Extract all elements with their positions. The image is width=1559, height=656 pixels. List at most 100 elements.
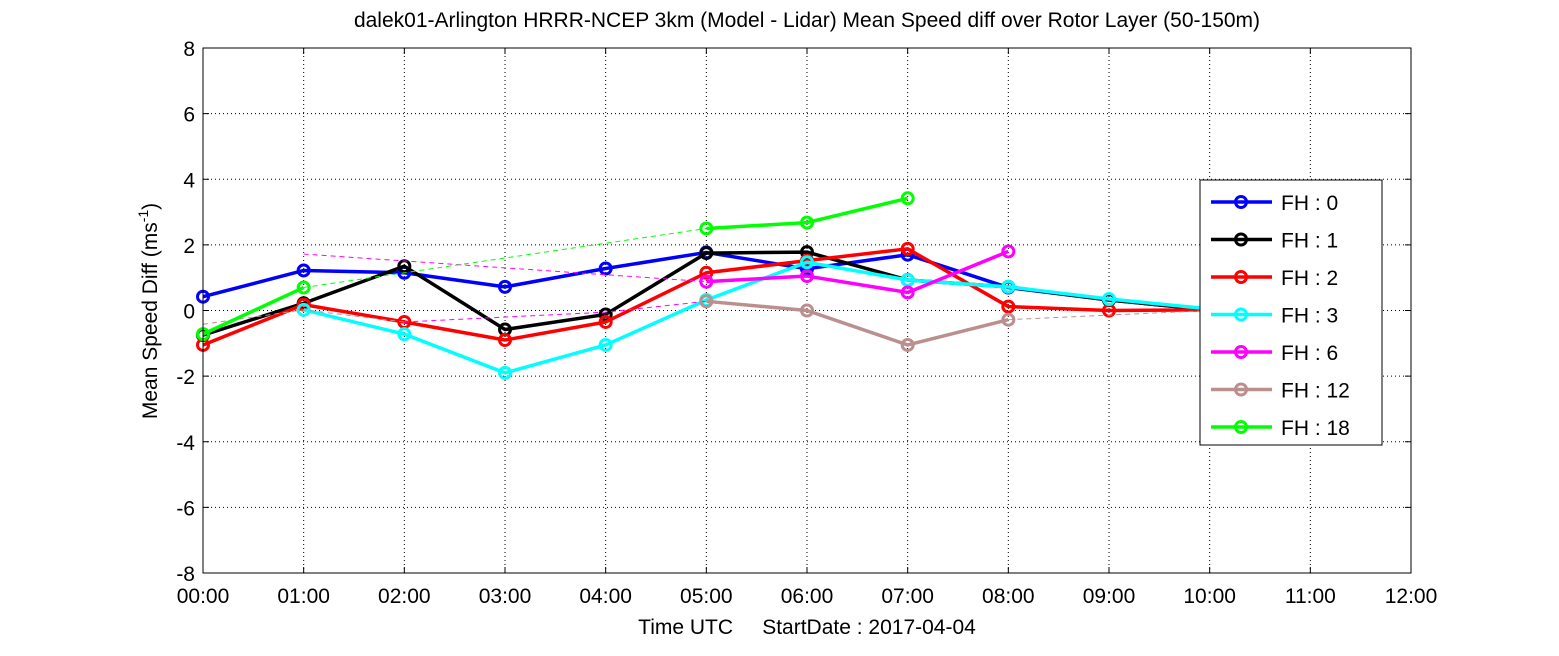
legend-marker xyxy=(1234,345,1248,359)
legend-item: FH : 12 xyxy=(1211,380,1350,403)
series-3 xyxy=(296,255,1217,380)
legend-label: FH : 2 xyxy=(1281,267,1338,290)
data-point-marker xyxy=(598,307,613,322)
data-point-marker xyxy=(296,263,311,278)
legend-item: FH : 3 xyxy=(1211,305,1338,328)
data-point-marker xyxy=(900,241,915,256)
x-tick-labels: 00:00 01:00 02:00 03:00 04:00 05:00 06:00 07:00… xyxy=(177,585,1438,608)
x-tick-label: 10:00 xyxy=(1183,585,1236,608)
legend-label: FH : 12 xyxy=(1281,380,1350,403)
data-point-marker xyxy=(1001,312,1016,327)
legend-label: FH : 1 xyxy=(1281,230,1338,253)
legend-marker xyxy=(1234,420,1248,434)
y-tick-label: 8 xyxy=(183,38,195,61)
x-tick-label: 06:00 xyxy=(781,585,834,608)
data-point-marker xyxy=(800,269,814,284)
y-tick-label: 2 xyxy=(183,235,195,258)
axis-ticks xyxy=(202,47,1412,574)
series-6 xyxy=(196,191,915,342)
data-point-marker xyxy=(296,302,311,317)
y-axis-label-superscript: -1 xyxy=(135,210,151,223)
y-tick-label: -6 xyxy=(176,497,195,520)
data-point-marker xyxy=(1001,299,1016,314)
legend-marker xyxy=(1234,307,1248,322)
data-point-marker xyxy=(498,279,512,294)
data-point-marker xyxy=(800,215,814,230)
legend-marker xyxy=(1234,195,1248,209)
legend-item: FH : 1 xyxy=(1211,230,1338,253)
series-line xyxy=(303,260,1210,375)
x-tick-label: 03:00 xyxy=(479,585,532,608)
x-tick-label: 07:00 xyxy=(881,585,934,608)
y-tick-label: 6 xyxy=(183,104,195,127)
y-tick-label: 0 xyxy=(183,301,195,324)
series-line xyxy=(202,247,1210,347)
x-tick-label: 00:00 xyxy=(177,585,230,608)
series-dashed-line xyxy=(404,300,707,323)
y-tick-label: 4 xyxy=(183,169,195,192)
legend-marker xyxy=(1234,382,1248,397)
y-tick-label: -4 xyxy=(176,432,195,455)
data-point-marker xyxy=(699,274,714,289)
x-tick-label: 09:00 xyxy=(1083,585,1136,608)
data-point-marker xyxy=(498,333,512,348)
chart-title: dalek01-Arlington HRRR-NCEP 3km (Model -… xyxy=(354,9,1260,32)
legend: FH : 0 FH : 1 FH : 2 FH : 3 FH : 6 FH : 12 FH … xyxy=(1199,179,1383,446)
legend-item: FH : 18 xyxy=(1211,417,1350,440)
legend-label: FH : 6 xyxy=(1281,342,1338,365)
series-dashed-line xyxy=(303,253,707,283)
series-line xyxy=(706,196,909,231)
x-tick-label: 04:00 xyxy=(579,585,632,608)
y-tick-labels: -8 -6 -4 -2 0 2 4 6 8 xyxy=(176,38,195,586)
legend-box xyxy=(1199,179,1383,446)
x-tick-label: 05:00 xyxy=(680,585,733,608)
legend-marker xyxy=(1234,270,1248,284)
series-dashed-line xyxy=(303,227,707,289)
x-tick-label: 01:00 xyxy=(277,585,330,608)
legend-item: FH : 2 xyxy=(1211,267,1338,290)
legend-marker xyxy=(1234,232,1248,247)
data-point-marker xyxy=(699,246,714,261)
data-point-marker xyxy=(296,280,311,295)
x-tick-label: 12:00 xyxy=(1385,585,1438,608)
data-point-marker xyxy=(1001,279,1016,294)
data-point-marker xyxy=(800,303,814,318)
series-line xyxy=(706,299,1009,347)
y-axis-label-main: Mean Speed Diff (ms xyxy=(139,222,162,419)
x-tick-label: 02:00 xyxy=(378,585,431,608)
legend-item: FH : 6 xyxy=(1211,342,1338,365)
data-point-marker xyxy=(900,285,915,300)
data-point-marker xyxy=(900,337,915,352)
legend-label: FH : 18 xyxy=(1281,417,1350,440)
x-axis-label: Time UTC StartDate : 2017-04-04 xyxy=(638,616,976,639)
series-4 xyxy=(303,244,1016,323)
legend-label: FH : 3 xyxy=(1281,305,1338,328)
data-point-marker xyxy=(498,365,512,380)
series-5 xyxy=(202,294,1210,352)
series-line xyxy=(202,285,305,336)
data-point-marker xyxy=(598,261,613,276)
series-dashed-line xyxy=(202,309,405,325)
data-point-marker xyxy=(699,221,714,236)
data-point-marker xyxy=(800,255,814,270)
data-point-marker xyxy=(900,191,915,206)
legend-item: FH : 0 xyxy=(1211,192,1338,215)
data-point-marker xyxy=(699,265,714,280)
data-point-marker xyxy=(598,314,613,329)
data-point-marker xyxy=(397,327,412,342)
x-tick-label: 08:00 xyxy=(982,585,1035,608)
data-point-marker xyxy=(699,294,714,309)
series-layer xyxy=(196,191,1217,380)
data-point-marker xyxy=(598,337,613,352)
y-axis-label-end: ) xyxy=(139,203,162,210)
x-tick-label: 11:00 xyxy=(1285,585,1336,608)
data-point-marker xyxy=(1102,292,1116,307)
legend-label: FH : 0 xyxy=(1281,192,1338,215)
plot-area xyxy=(202,47,1412,574)
y-tick-label: -8 xyxy=(176,563,195,586)
y-axis-label: Mean Speed Diff (ms-1) xyxy=(135,203,162,419)
series-line xyxy=(706,249,1009,295)
data-point-marker xyxy=(1001,244,1016,259)
series-dashed-line xyxy=(1008,310,1210,321)
